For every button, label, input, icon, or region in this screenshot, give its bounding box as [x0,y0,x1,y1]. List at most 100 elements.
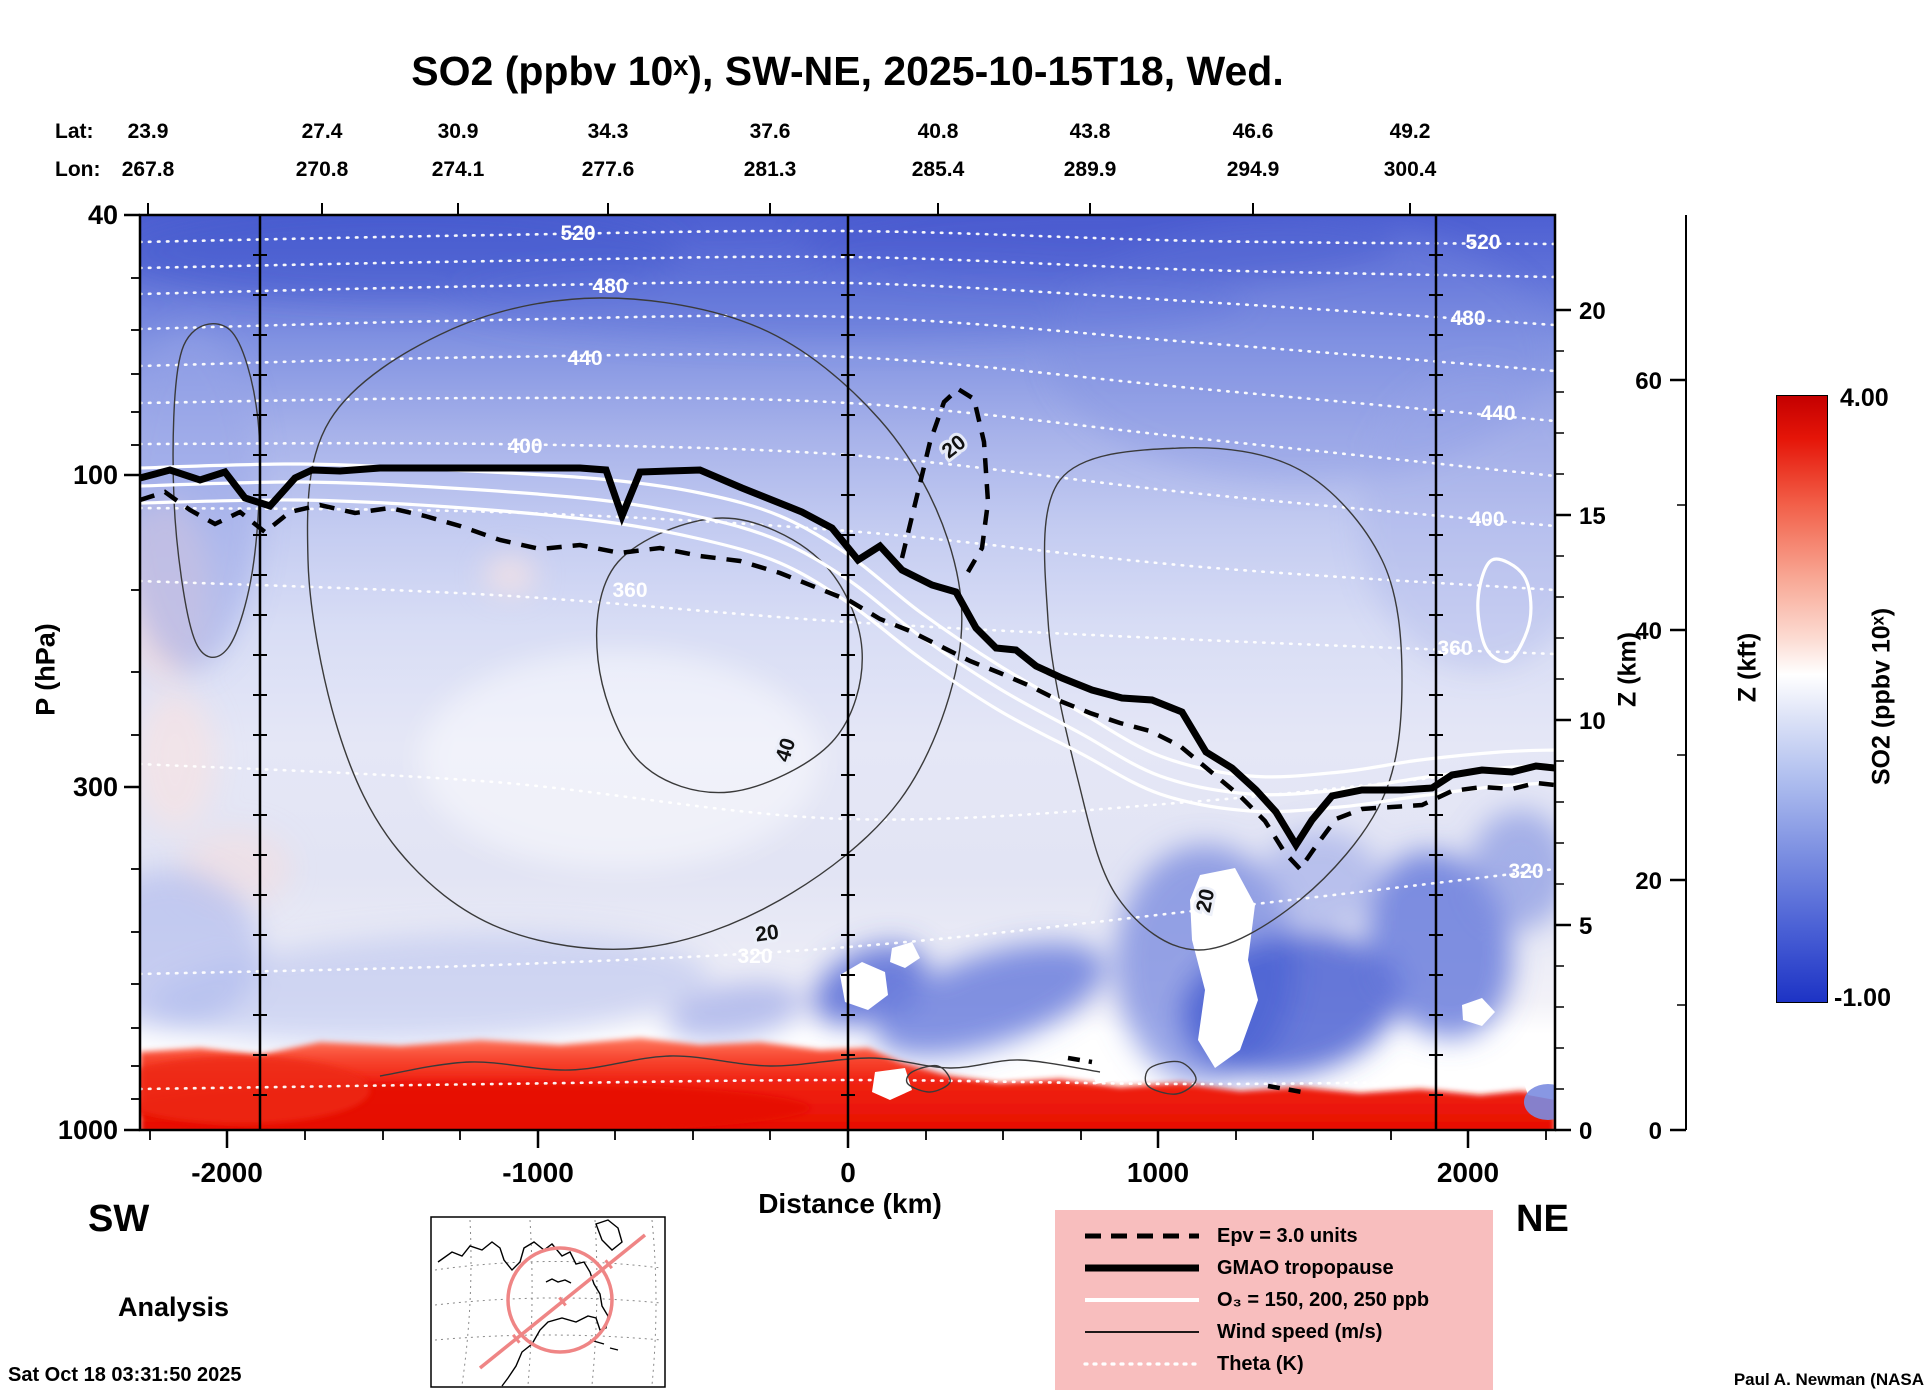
theta-label: 440 [567,347,602,370]
lat-value-1: 27.4 [301,120,343,143]
legend-label-theta: Theta (K) [1217,1352,1304,1375]
z-km-tick-label: 20 [1579,298,1606,325]
ozone-line-sample [1085,1298,1199,1302]
so2-white-patch [1190,868,1258,1068]
wind-speed-label: 20 [754,921,780,947]
map-waypoint-tick [511,1333,521,1344]
lon-value-8: 300.4 [1383,158,1437,181]
z-kft-tick-label: 0 [1649,1118,1662,1145]
map-graticule [461,1219,472,1386]
pressure-axis-title: P (hPa) [30,623,61,716]
lat-label: Lat: [55,120,94,143]
lon-label: Lon: [55,158,101,181]
pressure-tick-label: 300 [73,772,118,802]
colorbar-min-label: -1.00 [1834,984,1891,1012]
legend-label-epv: Epv = 3.0 units [1217,1224,1358,1247]
so2-white-patch [1462,998,1495,1026]
map-graticule [651,1219,657,1386]
theta-label: 400 [1469,508,1504,531]
lat-value-4: 37.6 [749,120,791,143]
so2-blue-intrusion [1524,1084,1555,1120]
map-waypoint-tick [604,1259,614,1270]
z-kft-axis-title: Z (kft) [1733,632,1762,703]
plot-frame-and-axes: 40 100 300 1000 -2000 -1000 0 1000 2000 0 5 10 15 20 0… [58,200,1687,1188]
analysis-label: Analysis [118,1292,230,1322]
lat-value-2: 30.9 [437,120,479,143]
distance-tick-label: 0 [840,1157,856,1188]
map-coastline [609,1347,619,1351]
legend-label-tropopause: GMAO tropopause [1217,1256,1394,1279]
theta-label: 520 [560,222,595,245]
so2-white-patch [872,1068,912,1100]
legend-item-theta: Theta (K) [1083,1353,1493,1376]
pressure-tick-label: 1000 [58,1115,118,1145]
lat-value-0: 23.9 [127,120,169,143]
theta-contours: 520 520 480 480 440 440 400 400 360 360 320 320 [140,222,1555,1091]
credit: Paul A. Newman (NASA [1733,1370,1924,1389]
distance-tick-label: 1000 [1127,1157,1189,1188]
wind-line-sample [1085,1331,1199,1333]
waypoint-vertical-lines [253,215,1443,1130]
lon-axis-row: Lon: 267.8 270.8 274.1 277.6 281.3 285.4 289.9… [0,158,1926,188]
lat-value-5: 40.8 [917,120,959,143]
theta-label: 440 [1480,402,1515,425]
distance-tick-label: -2000 [191,1157,263,1188]
pressure-tick-label: 100 [73,460,118,490]
z-km-tick-label: 0 [1579,1118,1592,1145]
map-section-circle [506,1246,614,1354]
map-coastline [437,1241,609,1387]
legend-item-ozone: O₃ = 150, 200, 250 ppb [1083,1289,1493,1312]
theta-label: 360 [612,579,647,602]
lat-value-6: 43.8 [1069,120,1111,143]
z-km-axis-title: Z (km) [1613,632,1642,707]
lon-value-0: 267.8 [121,158,175,181]
z-kft-tick-label: 20 [1635,868,1662,895]
map-coastline [545,1278,572,1284]
legend-label-ozone: O₃ = 150, 200, 250 ppb [1217,1288,1430,1311]
distance-axis-title: Distance (km) [758,1188,942,1219]
theta-label: 400 [507,435,542,458]
map-graticule [527,1219,533,1386]
lon-value-5: 285.4 [911,158,965,181]
epv-line-sample [1085,1233,1199,1239]
map-coastline [595,1219,623,1251]
colorbar-max-label: 4.00 [1840,384,1889,412]
inset-map [430,1216,666,1388]
map-graticule [591,1219,598,1386]
z-km-tick-label: 10 [1579,708,1606,735]
legend-item-tropopause: GMAO tropopause [1083,1257,1493,1280]
map-waypoint-tick [558,1296,567,1307]
legend-item-wind: Wind speed (m/s) [1083,1321,1493,1344]
z-km-tick-label: 15 [1579,503,1606,530]
theta-label: 320 [1508,860,1543,883]
timestamp: Sat Oct 18 03:31:50 2025 [8,1364,242,1386]
distance-tick-label: -1000 [502,1157,574,1188]
legend-label-wind: Wind speed (m/s) [1217,1320,1383,1343]
theta-line-sample [1083,1362,1201,1366]
epv-contour [140,386,1555,1095]
map-graticule [434,1260,662,1271]
lat-value-3: 34.3 [587,120,629,143]
theta-label: 520 [1465,231,1500,254]
legend-item-epv: Epv = 3.0 units [1083,1225,1493,1248]
lon-value-6: 289.9 [1063,158,1117,181]
colorbar-title: SO2 (ppbv 10ˣ) [1867,607,1896,786]
map-graticule [434,1297,662,1306]
so2-white-patch [1090,1062,1116,1084]
legend-box: Epv = 3.0 units GMAO tropopause O₃ = 150… [1055,1210,1493,1390]
lon-value-4: 281.3 [743,158,797,181]
tropopause-line-sample [1085,1264,1199,1272]
ne-endpoint-label: NE [1516,1198,1569,1240]
z-kft-tick-label: 40 [1635,618,1662,645]
theta-label: 320 [737,945,772,968]
lat-value-7: 46.6 [1232,120,1274,143]
lon-value-2: 274.1 [431,158,485,181]
lon-value-7: 294.9 [1226,158,1280,181]
sw-endpoint-label: SW [88,1198,150,1240]
z-kft-tick-label: 60 [1635,368,1662,395]
page-title: SO2 (ppbv 10ˣ), SW-NE, 2025-10-15T18, We… [411,48,1284,94]
so2-white-patch [890,942,920,968]
